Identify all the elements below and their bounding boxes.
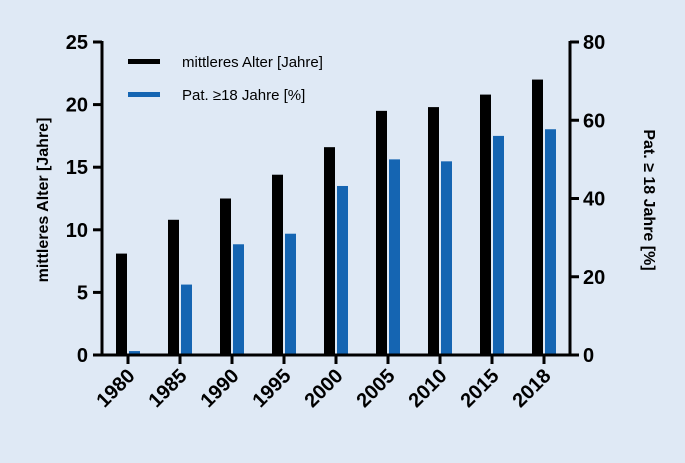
bar-adults-2018 xyxy=(545,129,556,355)
y-left-tick-label-15: 15 xyxy=(66,157,88,179)
legend-label-age: mittleres Alter [Jahre] xyxy=(182,54,323,71)
legend-swatch-adults xyxy=(128,92,160,97)
legend-label-adults: Pat. ≥18 Jahre [%] xyxy=(182,87,305,104)
bar-age-1980 xyxy=(116,253,127,355)
y-right-tick-label-0: 0 xyxy=(583,345,594,367)
x-tick-label-2015: 2015 xyxy=(457,365,504,412)
y-left-tick-label-20: 20 xyxy=(66,95,88,117)
bar-age-1985 xyxy=(168,219,179,355)
bar-age-2015 xyxy=(480,94,491,356)
y-axis-right-title: Pat. ≥ 18 Jahre [%] xyxy=(640,129,657,270)
bar-age-2000 xyxy=(324,147,335,355)
y-left-tick-label-0: 0 xyxy=(77,345,88,367)
x-tick-label-1980: 1980 xyxy=(93,365,140,412)
y-axis-left-title: mittleres Alter [Jahre] xyxy=(35,118,52,283)
y-right-tick-label-60: 60 xyxy=(583,110,605,132)
bar-adults-2005 xyxy=(389,159,400,355)
x-tick-label-2018: 2018 xyxy=(509,365,556,412)
bar-adults-1985 xyxy=(181,284,192,355)
bar-adults-2010 xyxy=(441,161,452,355)
x-tick-label-1985: 1985 xyxy=(145,365,192,412)
x-tick-label-2000: 2000 xyxy=(301,365,348,412)
legend-swatch-age xyxy=(128,59,160,64)
bar-age-1995 xyxy=(272,174,283,355)
bar-adults-2000 xyxy=(337,185,348,355)
y-left-tick-label-10: 10 xyxy=(66,220,88,242)
bar-age-2005 xyxy=(376,110,387,355)
bar-age-2018 xyxy=(532,79,543,355)
bar-age-2010 xyxy=(428,107,439,355)
bar-adults-1990 xyxy=(233,244,244,355)
bar-adults-1995 xyxy=(285,233,296,355)
x-tick-label-1995: 1995 xyxy=(249,365,296,412)
bar-age-1990 xyxy=(220,198,231,355)
x-tick-label-2005: 2005 xyxy=(353,365,400,412)
bar-adults-2015 xyxy=(493,135,504,355)
x-tick-label-2010: 2010 xyxy=(405,365,452,412)
x-tick-label-1990: 1990 xyxy=(197,365,244,412)
bars-group xyxy=(116,79,556,356)
y-right-tick-label-20: 20 xyxy=(583,267,605,289)
y-left-tick-label-25: 25 xyxy=(66,32,88,54)
bar-adults-1980 xyxy=(129,351,140,355)
y-left-tick-label-5: 5 xyxy=(77,282,88,304)
y-right-tick-label-40: 40 xyxy=(583,189,605,211)
y-right-tick-label-80: 80 xyxy=(583,32,605,54)
legend: mittleres Alter [Jahre] Pat. ≥18 Jahre [… xyxy=(128,54,323,104)
